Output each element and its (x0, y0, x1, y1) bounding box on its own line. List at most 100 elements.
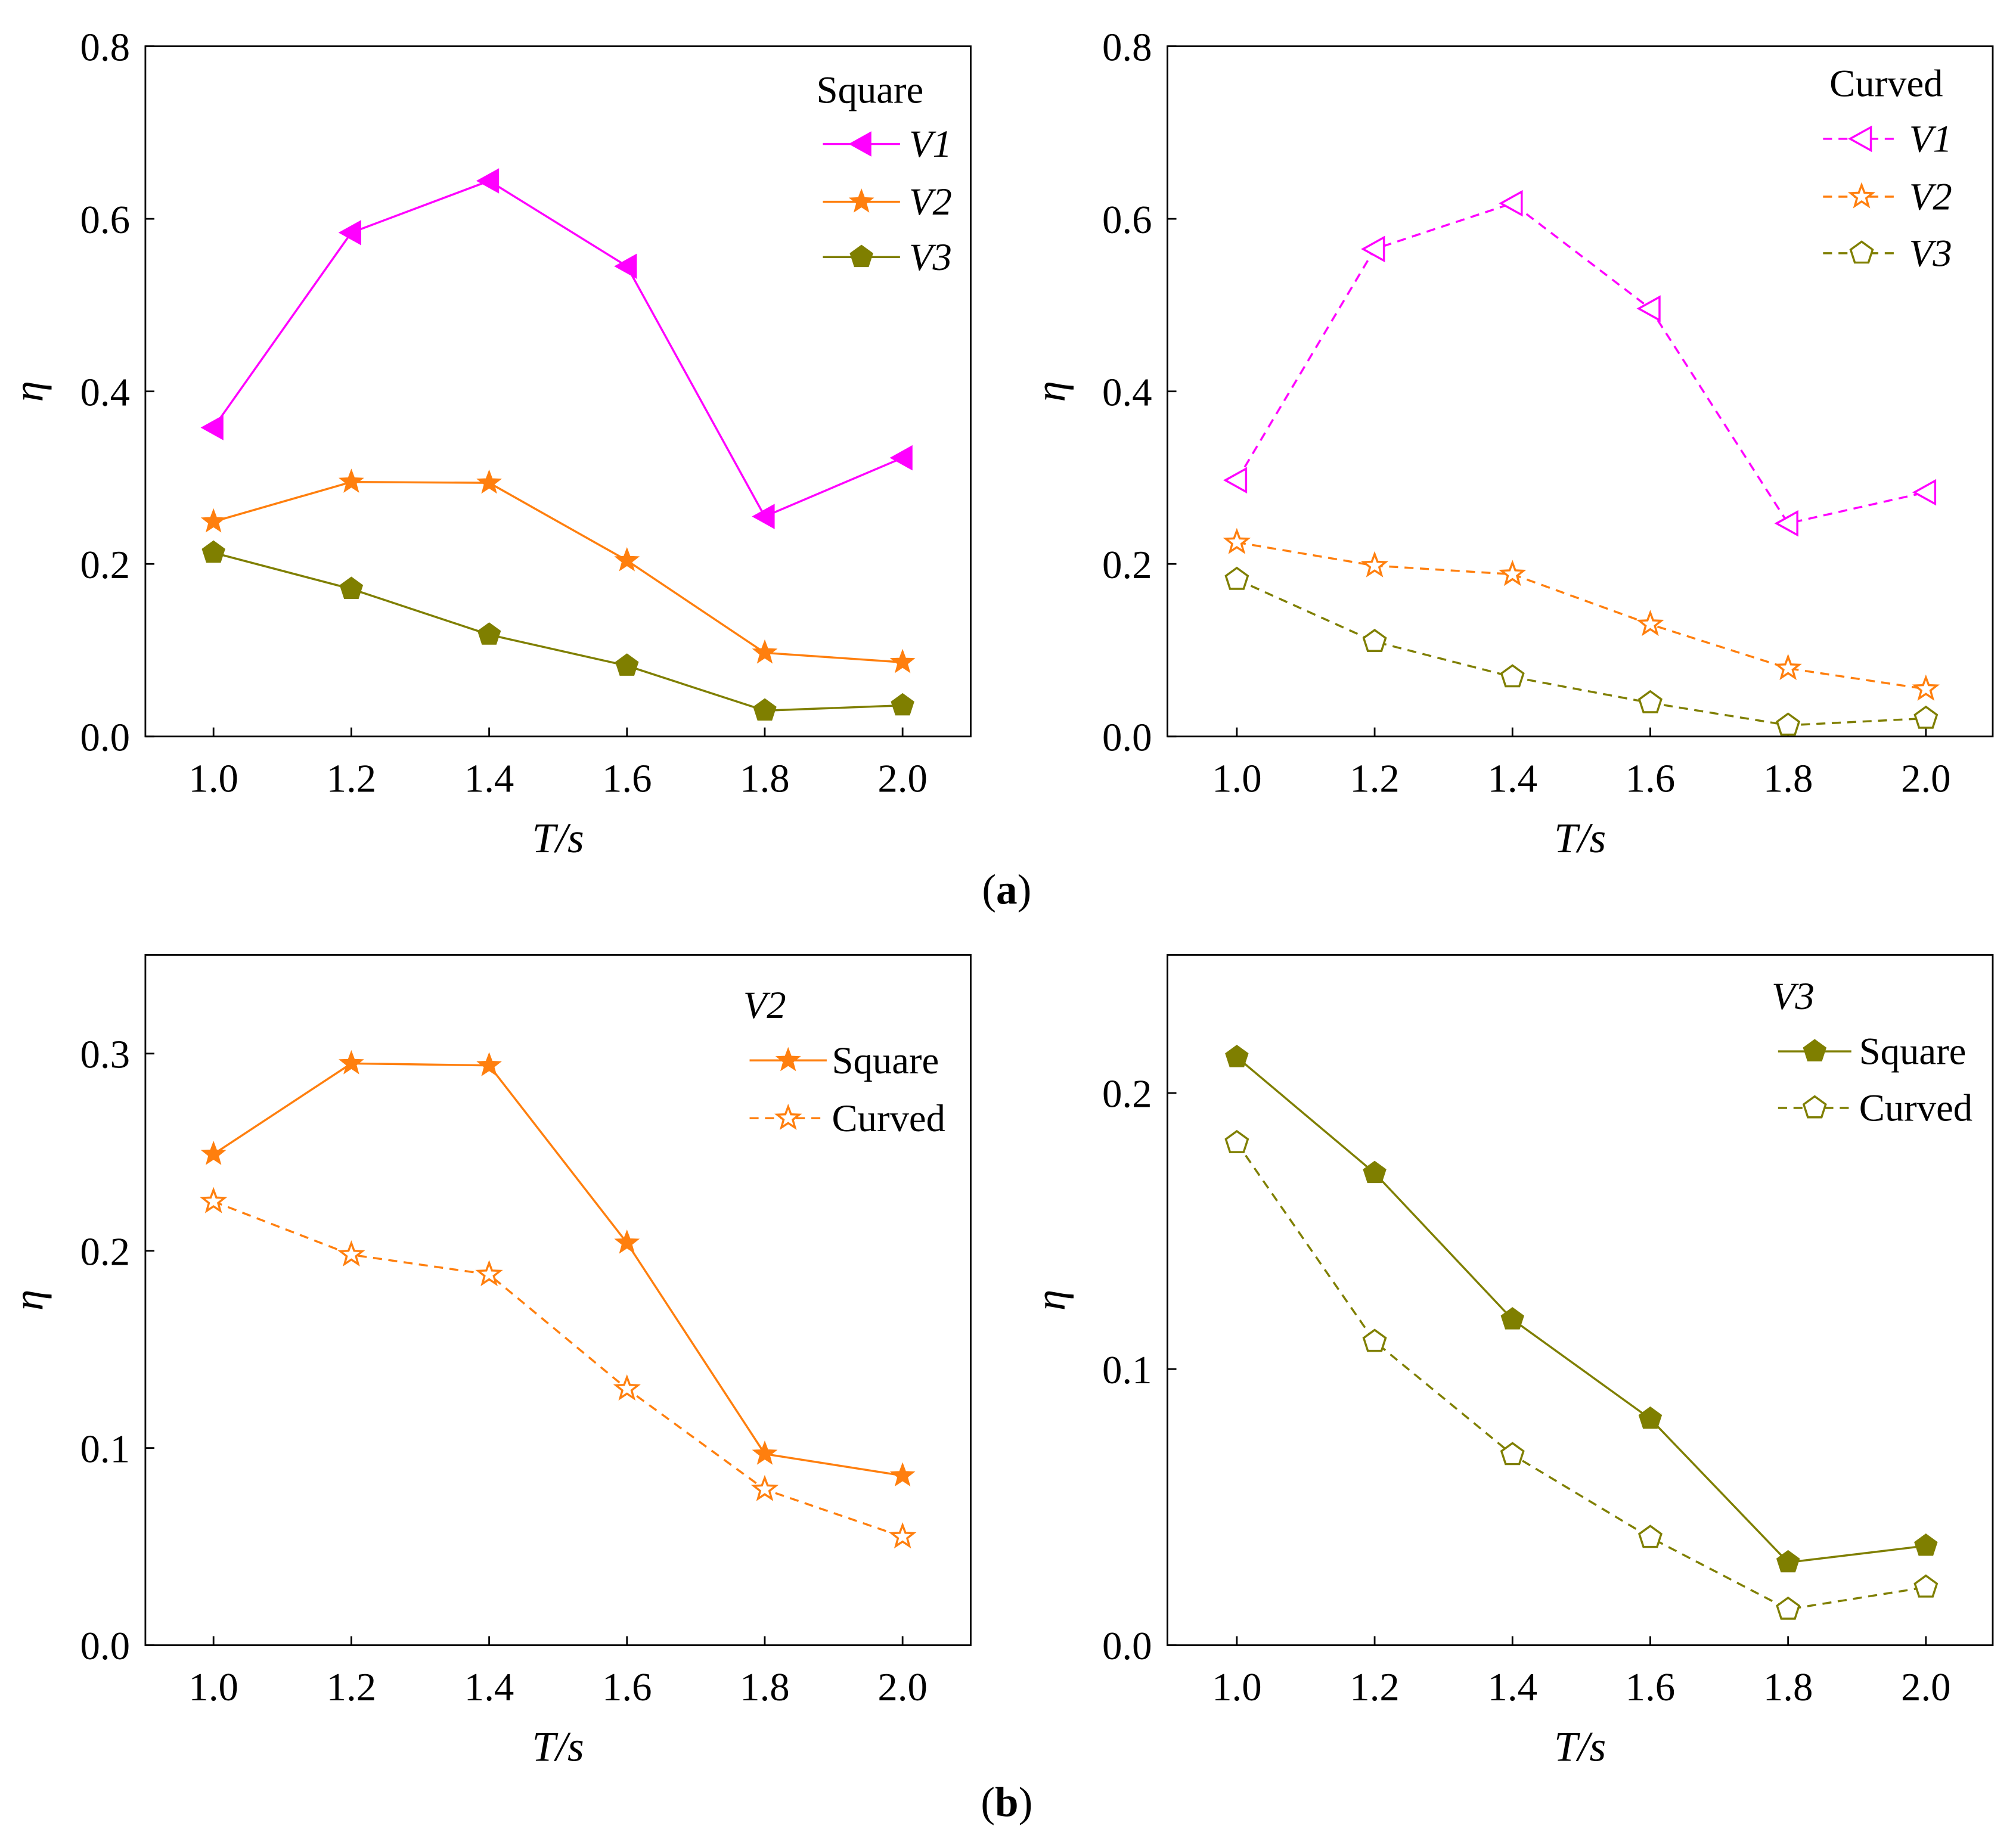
data-point (200, 1187, 228, 1213)
legend-label: Square (1859, 1030, 1967, 1073)
legend-marker-icon (848, 188, 874, 213)
y-tick-label: 0.2 (1102, 1072, 1152, 1116)
x-tick-label: 1.6 (602, 1665, 652, 1709)
series-line (1236, 202, 1927, 525)
legend-label: Square (832, 1039, 939, 1082)
data-point (891, 693, 914, 716)
y-tick-label: 0.0 (1102, 715, 1152, 759)
data-point (615, 653, 639, 676)
x-tick-label: 1.2 (327, 756, 377, 800)
legend-marker-icon (775, 1047, 801, 1072)
data-point (1636, 295, 1661, 322)
series-line (1236, 1142, 1927, 1611)
legend-label: V1 (1909, 117, 1952, 160)
data-point (1638, 1406, 1663, 1429)
legend-title: V2 (743, 983, 786, 1026)
x-tick-label: 1.6 (1626, 1665, 1676, 1709)
data-point (752, 1440, 778, 1465)
data-point (613, 1374, 641, 1401)
series-v2 (1223, 527, 1940, 701)
series-v1 (200, 168, 913, 529)
data-point (339, 576, 364, 599)
data-point (1224, 566, 1249, 590)
y-axis-label: η (1028, 381, 1074, 402)
y-tick-label: 0.2 (80, 543, 130, 587)
series-v3 (201, 540, 914, 721)
x-tick-label: 1.0 (1212, 756, 1262, 800)
data-point (1500, 664, 1525, 688)
data-point (1774, 510, 1798, 537)
figure-label-b: (b) (981, 1779, 1032, 1825)
y-axis-label: η (5, 381, 52, 402)
data-point (1776, 1596, 1801, 1620)
data-point (476, 469, 502, 494)
x-tick-label: 2.0 (877, 1665, 928, 1709)
data-point (1360, 551, 1389, 578)
legend-marker-icon (849, 244, 873, 268)
y-tick-label: 0.8 (1102, 25, 1152, 69)
data-point (1499, 190, 1523, 217)
x-tick-label: 1.4 (1487, 1665, 1537, 1709)
data-point (752, 639, 778, 664)
series-square (200, 1050, 916, 1487)
series-line (213, 480, 903, 663)
series-curved (200, 1187, 917, 1549)
legend-marker-icon (1802, 1095, 1827, 1119)
y-tick-label: 0.1 (1102, 1348, 1152, 1392)
chart-b-right: 1.0 1.2 1.4 1.6 1.8 2.0 0.0 0.1 0.2 T/s η V3 Square C… (1028, 954, 1994, 1771)
legend-label: V2 (1909, 175, 1952, 218)
series-v1 (1223, 190, 1937, 537)
data-point (477, 622, 501, 645)
chart-b-left: 1.0 1.2 1.4 1.6 1.8 2.0 0.0 0.1 0.2 0.3 T/s η V2 Squa… (5, 954, 972, 1771)
data-point (338, 220, 361, 246)
x-axis-label: T/s (1554, 815, 1606, 862)
legend-marker-icon (848, 131, 871, 157)
data-point (1362, 1328, 1387, 1352)
legend-title: V3 (1772, 974, 1815, 1017)
data-point (889, 445, 913, 471)
y-tick-label: 0.6 (80, 198, 130, 242)
y-tick-label: 0.4 (80, 370, 130, 414)
plot-frame (1167, 954, 1994, 1646)
x-tick-label: 1.4 (1487, 756, 1537, 800)
data-point (1913, 1574, 1939, 1598)
x-tick-label: 1.4 (464, 1665, 514, 1709)
x-tick-label: 1.8 (740, 756, 790, 800)
series-line (213, 551, 903, 712)
data-point (614, 547, 640, 572)
x-axis-label: T/s (532, 1724, 584, 1771)
x-tick-label: 1.6 (1626, 756, 1676, 800)
data-point (1361, 235, 1385, 263)
legend-label: V1 (909, 122, 952, 165)
series-v2 (200, 468, 916, 673)
x-tick-label: 1.8 (1763, 1665, 1813, 1709)
legend-marker-icon (1849, 240, 1874, 264)
series-square (1225, 1045, 1938, 1573)
x-tick-label: 1.8 (1763, 756, 1813, 800)
x-tick-label: 1.8 (740, 1665, 790, 1709)
data-point (476, 168, 500, 194)
y-tick-label: 0.4 (1102, 370, 1152, 414)
chart-a-right: 1.0 1.2 1.4 1.6 1.8 2.0 0.0 0.2 0.4 0.6 0.8 T/s η Cur… (1028, 25, 1994, 862)
series-line (1236, 578, 1926, 726)
data-point (614, 253, 637, 280)
legend-title: Square (817, 69, 924, 111)
data-point (1637, 690, 1663, 713)
data-point (750, 1474, 779, 1501)
data-point (338, 1050, 364, 1075)
legend-marker-icon (1848, 125, 1872, 153)
data-point (1500, 1442, 1525, 1466)
data-point (1636, 610, 1664, 637)
data-point (200, 1141, 227, 1165)
legend: Square V1 V2 V3 (817, 69, 952, 278)
legend-label: Curved (832, 1097, 945, 1140)
legend-label: Curved (1859, 1086, 1972, 1129)
legend: V3 Square Curved (1772, 974, 1972, 1129)
data-point (1223, 527, 1251, 554)
data-point (1225, 1045, 1249, 1067)
data-point (889, 1522, 917, 1549)
data-point (1499, 560, 1527, 586)
x-tick-label: 1.2 (327, 1665, 377, 1709)
data-point (1776, 1550, 1800, 1573)
x-tick-label: 2.0 (1901, 1665, 1951, 1709)
